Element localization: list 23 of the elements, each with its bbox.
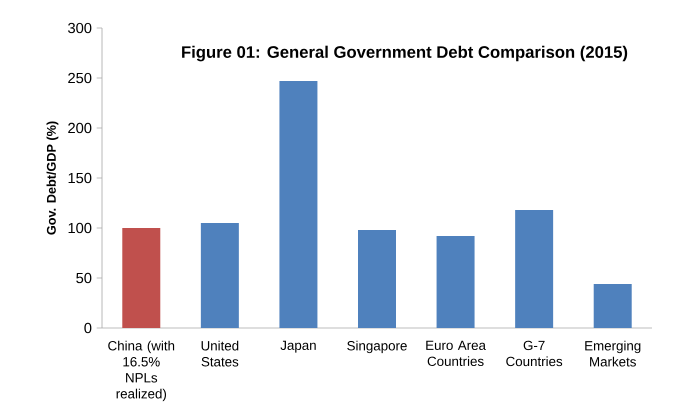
bar (515, 210, 554, 328)
text: Figure 01: General Government Debt Comparison (2015) (182, 46, 628, 62)
x-tick-label: United States (202, 340, 238, 366)
x-tick-label: G-7 Countries (506, 340, 562, 366)
y-tick-label: 150 (68, 172, 92, 184)
y-axis-title: Gov. Debt/GDP (%) (46, 121, 58, 235)
y-tick-label: 250 (68, 72, 92, 84)
x-tick-label: Japan (280, 340, 316, 353)
y-tick-label: 100 (68, 222, 92, 234)
bar (122, 228, 160, 328)
bar (436, 236, 475, 328)
x-tick-label: Singapore (347, 340, 407, 354)
bar (279, 80, 318, 328)
x-tick-label: Euro Area Countries (426, 340, 486, 366)
y-tick-label: 50 (76, 272, 92, 284)
y-tick-label: 0 (84, 322, 92, 334)
bar (200, 222, 239, 328)
bar (358, 230, 396, 328)
bar (594, 284, 632, 328)
x-tick-label: Emerging Markets (585, 340, 640, 366)
y-tick-label: 300 (68, 22, 92, 34)
x-tick-label: China (with 16.5% NPLs realized) (108, 340, 174, 402)
y-tick-label: 200 (68, 122, 92, 134)
